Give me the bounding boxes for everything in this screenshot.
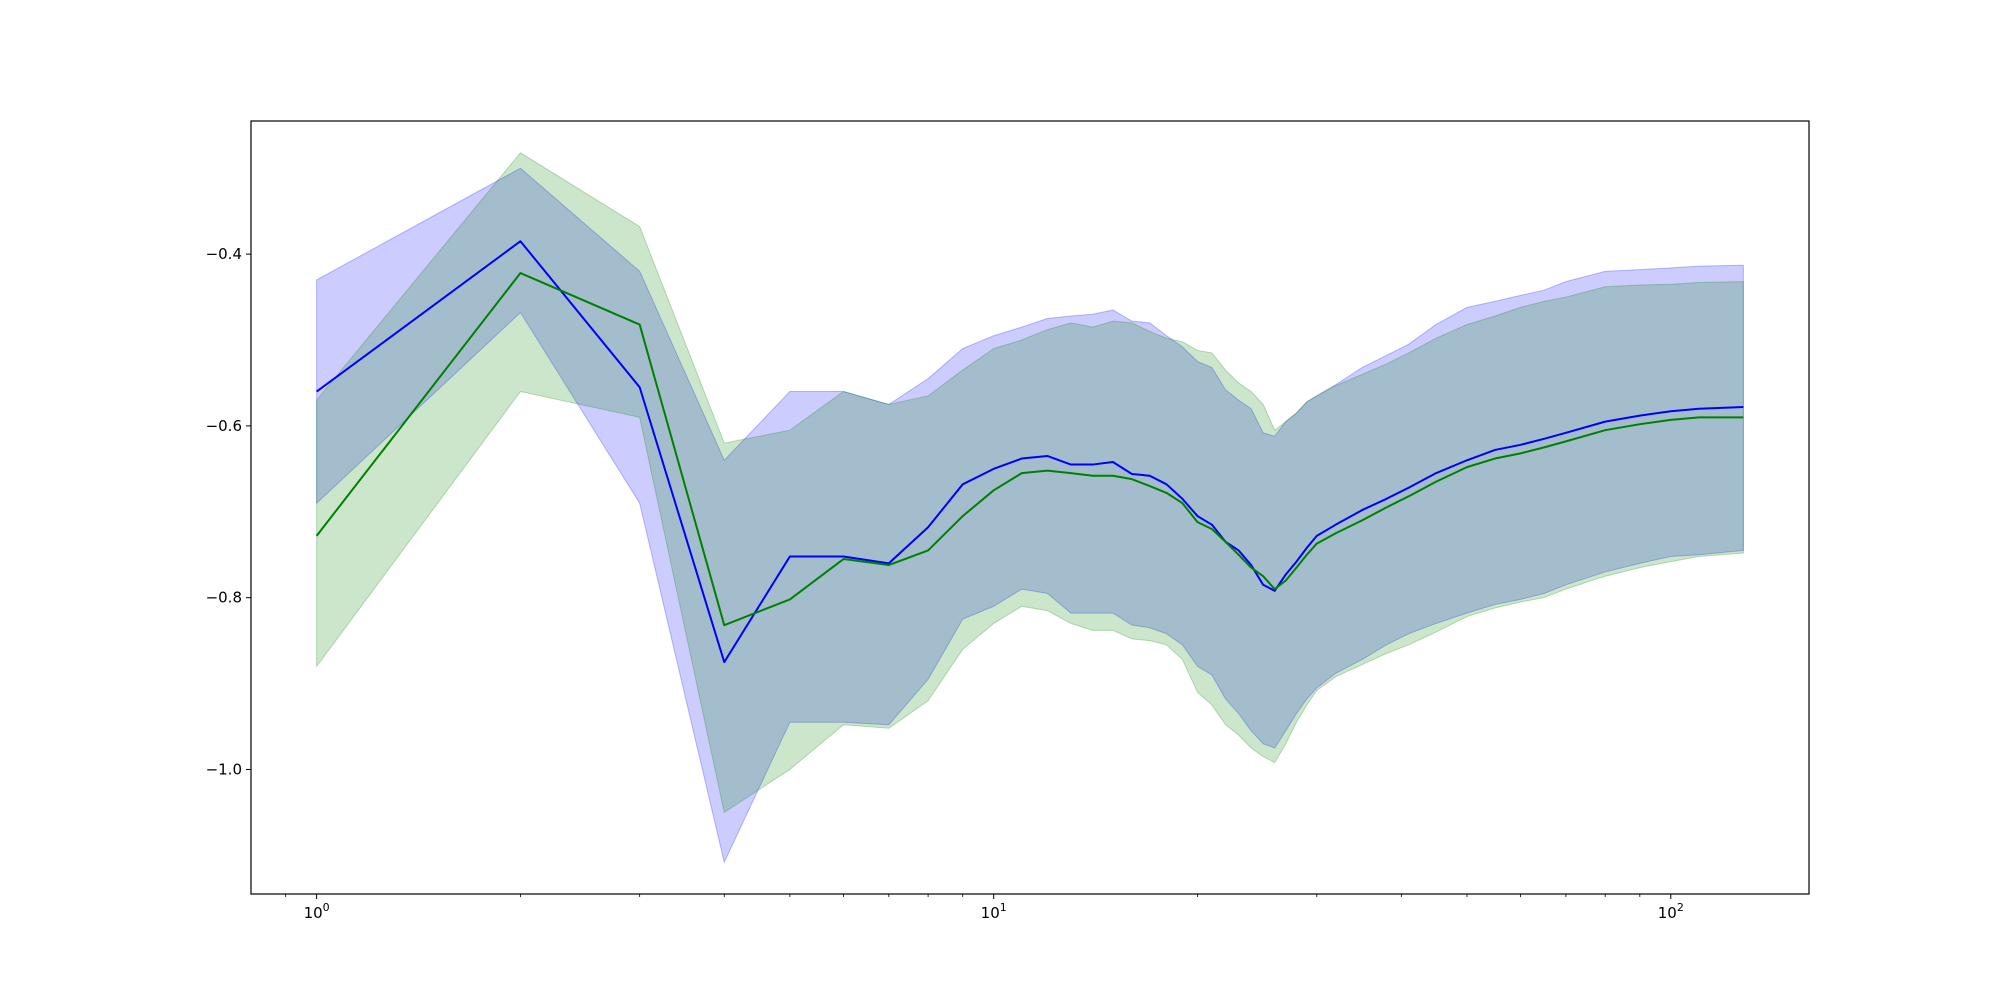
- y-tick-label: −0.4: [206, 245, 242, 263]
- confidence-band-1: [316, 167, 1744, 864]
- confidence-band-2: [316, 152, 1744, 814]
- y-axis: −0.4 −0.6 −0.8 −1.0: [206, 245, 251, 778]
- plot-frame: [250, 120, 1810, 895]
- confidence-bands: [316, 152, 1744, 864]
- x-tick-label: 101: [981, 901, 1007, 922]
- x-tick-label: 102: [1658, 901, 1684, 922]
- x-tick-label: 100: [304, 901, 330, 922]
- y-tick-label: −0.6: [206, 417, 242, 435]
- y-tick-label: −1.0: [206, 760, 242, 778]
- x-axis: 100 101 102: [285, 894, 1684, 922]
- mean-lines: [315, 240, 1744, 664]
- mean-line-2: [315, 272, 1744, 627]
- mean-line-1: [316, 240, 1744, 664]
- y-tick-label: −0.8: [206, 589, 242, 607]
